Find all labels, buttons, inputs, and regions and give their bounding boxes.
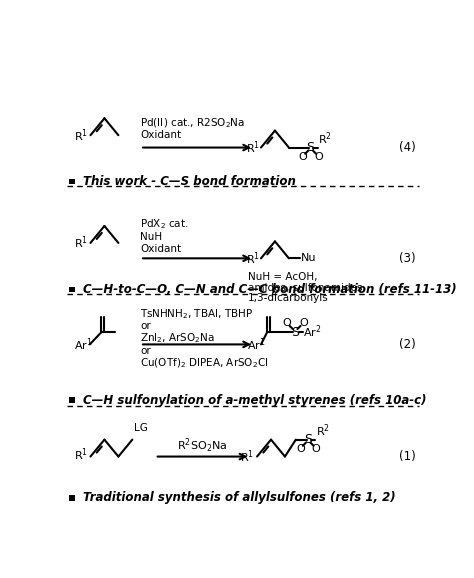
Text: (2): (2)	[399, 338, 416, 351]
Text: NuH: NuH	[140, 232, 162, 242]
Bar	[69, 179, 75, 184]
Text: R$^1$: R$^1$	[240, 449, 254, 465]
Text: or: or	[140, 321, 151, 331]
Text: S: S	[307, 141, 315, 154]
Text: O: O	[299, 318, 308, 328]
Text: R$^2$SO$_2$Na: R$^2$SO$_2$Na	[177, 436, 228, 455]
Text: Ar$^1$: Ar$^1$	[247, 336, 265, 353]
Text: O: O	[314, 152, 323, 162]
Text: C—H-to-C—O, C—N and C—C bond formation (refs 11-13): C—H-to-C—O, C—N and C—C bond formation (…	[83, 283, 457, 296]
Text: PdX$_2$ cat.: PdX$_2$ cat.	[140, 217, 189, 231]
Text: 1,3-dicarbonyls: 1,3-dicarbonyls	[248, 294, 328, 303]
Text: This work - C—S bond formation: This work - C—S bond formation	[83, 175, 296, 188]
Text: or: or	[140, 346, 151, 355]
Text: TsNHNH$_2$, TBAI, TBHP: TsNHNH$_2$, TBAI, TBHP	[140, 307, 253, 321]
Text: ZnI$_2$, ArSO$_2$Na: ZnI$_2$, ArSO$_2$Na	[140, 331, 215, 345]
Text: C—H sulfonylation of a-methyl styrenes (refs 10a-c): C—H sulfonylation of a-methyl styrenes (…	[83, 394, 427, 406]
Text: Ar$^2$: Ar$^2$	[303, 324, 321, 340]
Text: Nu: Nu	[301, 253, 317, 264]
Text: LG: LG	[134, 424, 148, 434]
Text: S: S	[291, 325, 299, 339]
Text: R$^1$: R$^1$	[74, 447, 88, 464]
Text: R$^2$: R$^2$	[316, 422, 330, 439]
Text: (3): (3)	[399, 252, 416, 265]
Text: (4): (4)	[399, 141, 416, 154]
Text: R$^2$: R$^2$	[319, 130, 332, 147]
Text: Cu(OTf)$_2$ DIPEA, ArSO$_2$Cl: Cu(OTf)$_2$ DIPEA, ArSO$_2$Cl	[140, 356, 268, 370]
Text: Ar$^1$: Ar$^1$	[74, 336, 92, 353]
Bar	[69, 397, 75, 403]
Text: O: O	[296, 444, 305, 454]
Text: Traditional synthesis of allylsulfones (refs 1, 2): Traditional synthesis of allylsulfones (…	[83, 491, 396, 505]
Text: Pd(II) cat., R2SO$_2$Na: Pd(II) cat., R2SO$_2$Na	[140, 116, 245, 129]
Text: Oxidant: Oxidant	[140, 130, 181, 140]
Text: R$^1$: R$^1$	[74, 235, 88, 251]
Text: Oxidant: Oxidant	[140, 244, 181, 254]
Text: O: O	[311, 444, 320, 454]
Bar	[69, 287, 75, 292]
Text: R$^1$: R$^1$	[74, 127, 88, 143]
Bar	[69, 495, 75, 501]
Text: R$^1$: R$^1$	[246, 139, 260, 156]
Text: O: O	[299, 152, 307, 162]
Text: NuH = AcOH,: NuH = AcOH,	[248, 272, 317, 282]
Text: S: S	[304, 433, 312, 446]
Text: R$^1$: R$^1$	[246, 250, 260, 266]
Text: O: O	[282, 318, 291, 328]
Text: (1): (1)	[399, 450, 416, 463]
Text: amides, sulfonamides,: amides, sulfonamides,	[248, 283, 366, 292]
